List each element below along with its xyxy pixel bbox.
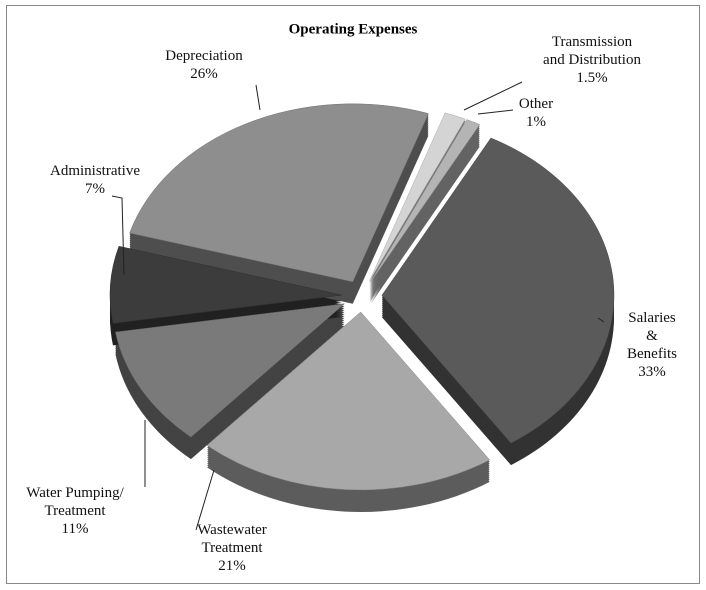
slice [206, 311, 491, 491]
value-label: 11% [61, 521, 89, 537]
frame [6, 5, 700, 584]
value-label: 26% [190, 66, 218, 82]
data-label: Salaries & Benefits 33% [625, 309, 679, 381]
data-label: Water Pumping/ Treatment 11% [26, 484, 124, 538]
leader-line [255, 84, 261, 111]
value-label: 1.5% [576, 70, 608, 86]
slice [369, 112, 466, 282]
data-label: Wastewater Treatment 21% [197, 521, 267, 575]
category-label: Other [518, 96, 554, 112]
leader-line [111, 195, 125, 276]
slice [129, 103, 429, 283]
chart-title: Operating Expenses [288, 21, 418, 38]
slice [370, 119, 481, 282]
value-label: 33% [638, 364, 666, 380]
category-label: Salaries & Benefits [627, 310, 677, 362]
leader-line [477, 109, 514, 115]
leader-line [463, 81, 523, 111]
data-label: Administrative 7% [50, 162, 140, 198]
data-label: Other 1% [519, 95, 553, 131]
slice [115, 303, 346, 438]
data-label: Transmission and Distribution 1.5% [543, 33, 641, 87]
data-label: Depreciation 26% [165, 47, 242, 83]
leader-line [597, 317, 605, 323]
category-label: Depreciation [165, 48, 243, 64]
category-label: Wastewater Treatment [197, 522, 267, 556]
category-label: Administrative [50, 163, 140, 179]
category-label: Water Pumping/ Treatment [26, 485, 124, 519]
value-label: 21% [218, 558, 246, 574]
value-label: 1% [526, 114, 546, 130]
category-label: Transmission and Distribution [543, 34, 641, 68]
value-label: 7% [85, 181, 105, 197]
slice [381, 137, 615, 444]
slice [109, 245, 343, 324]
leader-line [195, 469, 215, 531]
